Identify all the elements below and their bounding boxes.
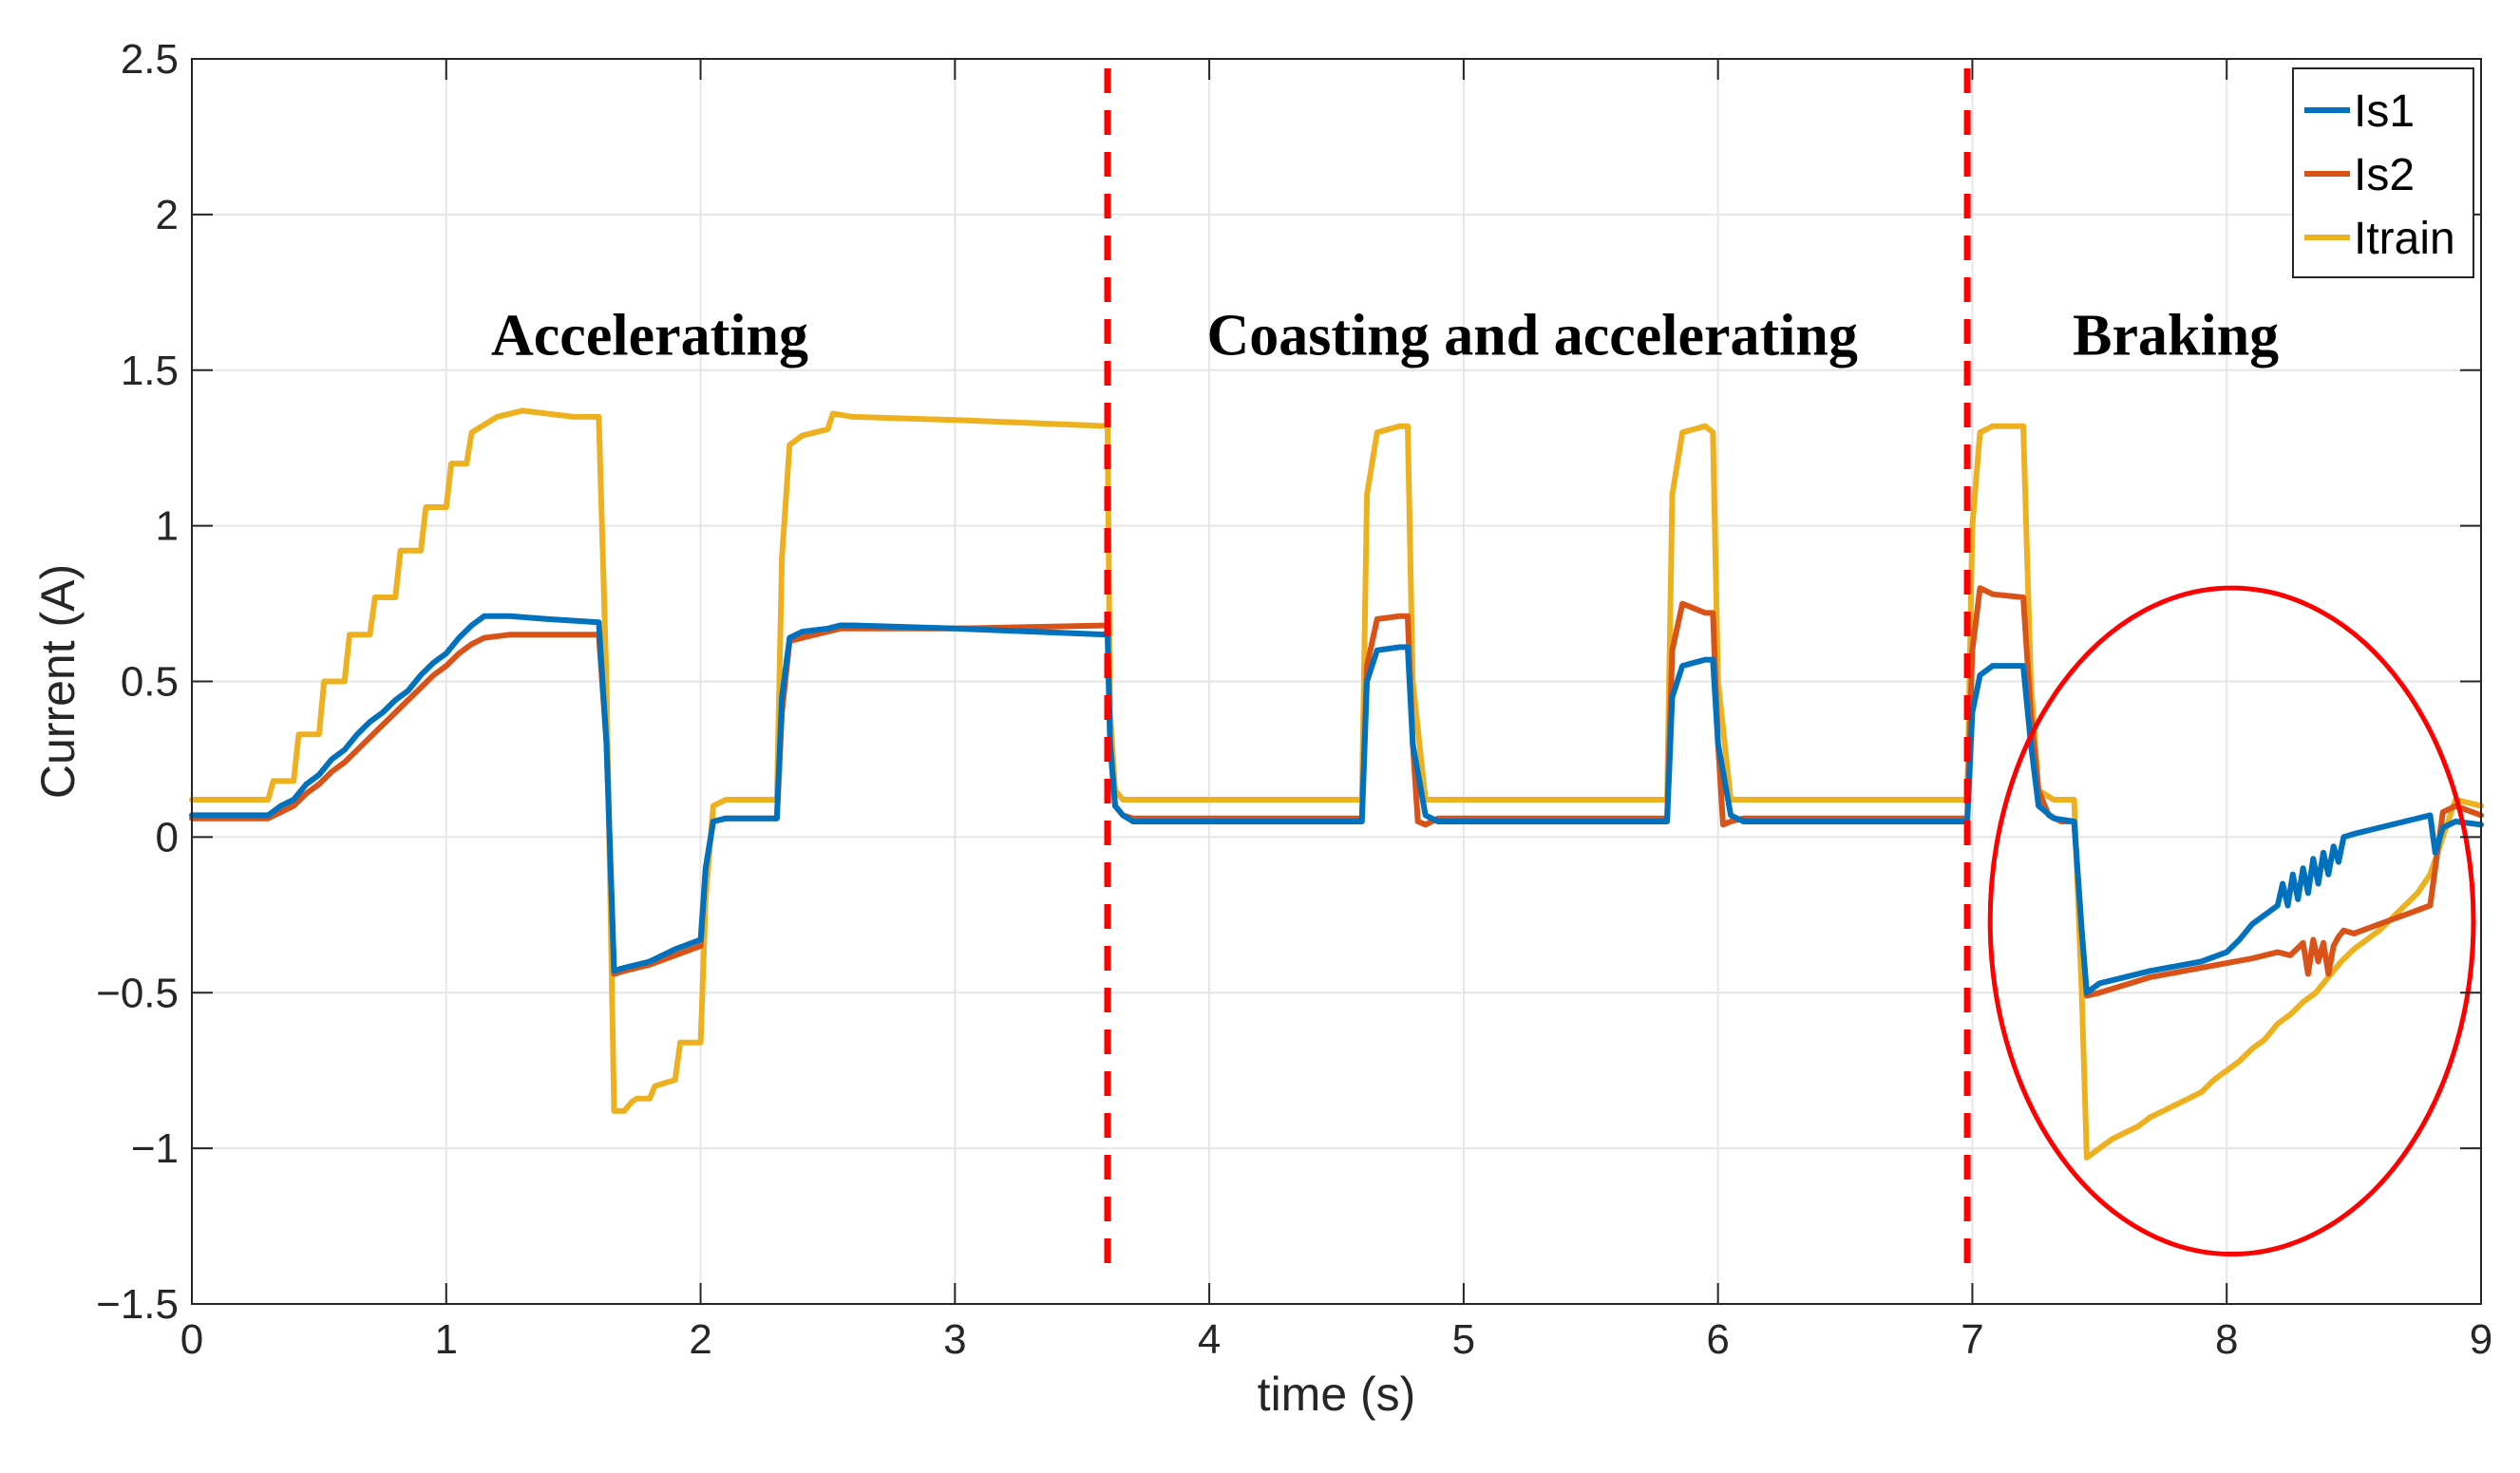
x-tick-label: 3 bbox=[943, 1316, 966, 1363]
y-tick-label: 2 bbox=[156, 192, 179, 238]
x-tick-label: 9 bbox=[2470, 1316, 2492, 1363]
legend-label-is2: Is2 bbox=[2354, 150, 2415, 200]
phase-label: Braking bbox=[2073, 303, 2279, 368]
y-tick-label: 1 bbox=[156, 503, 179, 550]
y-tick-label: −0.5 bbox=[96, 970, 179, 1016]
y-axis-ticks: −1.5 −1 −0.5 0 0.5 1 1.5 2 2.5 bbox=[96, 36, 2481, 1328]
y-tick-label: 0 bbox=[156, 814, 179, 860]
x-tick-label: 0 bbox=[180, 1316, 203, 1363]
x-axis-label: time (s) bbox=[1258, 1368, 1416, 1421]
phase-dividers bbox=[1104, 68, 1971, 1273]
x-tick-label: 5 bbox=[1452, 1316, 1475, 1363]
x-axis-ticks: 0 1 2 3 4 5 6 7 8 9 bbox=[180, 59, 2492, 1363]
series-line-itrain bbox=[189, 407, 2484, 1161]
legend: Is1 Is2 Itrain bbox=[2292, 67, 2474, 278]
series-layer bbox=[189, 407, 2484, 1161]
highlight-ellipse bbox=[1987, 585, 2476, 1257]
x-tick-label: 7 bbox=[1961, 1316, 1983, 1363]
legend-label-itrain: Itrain bbox=[2354, 214, 2455, 264]
y-axis-label: Current (A) bbox=[31, 564, 85, 799]
x-tick-label: 2 bbox=[689, 1316, 711, 1363]
y-tick-label: −1 bbox=[131, 1125, 179, 1172]
x-tick-label: 4 bbox=[1198, 1316, 1221, 1363]
phase-label: Coasting and accelerating bbox=[1206, 303, 1857, 368]
y-tick-label: 2.5 bbox=[121, 36, 179, 83]
x-tick-label: 8 bbox=[2215, 1316, 2238, 1363]
x-tick-label: 1 bbox=[435, 1316, 458, 1363]
y-tick-label: −1.5 bbox=[96, 1281, 179, 1328]
phase-labels: Accelerating Coasting and accelerating Bra… bbox=[491, 303, 2279, 368]
y-tick-label: 1.5 bbox=[121, 348, 179, 394]
x-tick-label: 6 bbox=[1706, 1316, 1729, 1363]
phase-label: Accelerating bbox=[491, 303, 808, 368]
series-line-is2 bbox=[189, 585, 2484, 999]
highlight-layer bbox=[1987, 585, 2476, 1257]
legend-label-is1: Is1 bbox=[2354, 86, 2415, 137]
y-tick-label: 0.5 bbox=[121, 659, 179, 706]
series-line-is1 bbox=[189, 613, 2484, 996]
